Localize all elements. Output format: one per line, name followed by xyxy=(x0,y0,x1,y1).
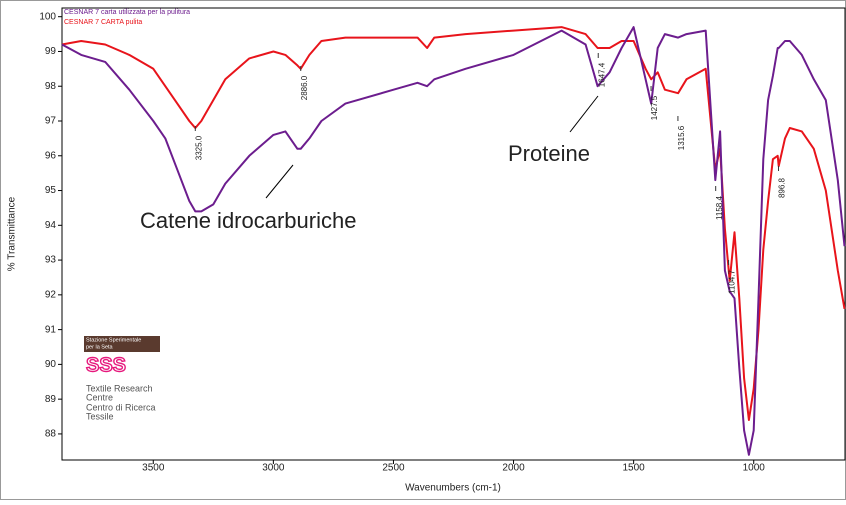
y-tick-label: 89 xyxy=(45,394,57,405)
legend-entry: CESNAR 7 carta utilizzata per la pulitur… xyxy=(64,9,190,16)
y-tick-label: 99 xyxy=(45,46,57,57)
peak-label: 1647.4 xyxy=(597,62,606,87)
y-tick-label: 93 xyxy=(45,255,57,266)
series-line xyxy=(61,26,846,421)
y-tick-label: 96 xyxy=(45,150,57,161)
x-tick-label: 1500 xyxy=(623,463,646,474)
annotation: Proteine xyxy=(508,141,590,166)
x-axis-title: Wavenumbers (cm-1) xyxy=(405,483,501,494)
logo-box-text: per la Seta xyxy=(86,344,114,350)
logo-text: Centre xyxy=(86,392,113,402)
peak-label: 1158.4 xyxy=(715,196,724,220)
x-tick-label: 1000 xyxy=(743,463,766,474)
legend-entry: CESNAR 7 CARTA pulita xyxy=(64,19,142,26)
y-tick-label: 97 xyxy=(45,116,57,127)
x-tick-label: 3000 xyxy=(262,463,285,474)
y-tick-label: 90 xyxy=(45,359,57,370)
y-tick-label: 91 xyxy=(45,324,57,335)
logo-text: Textile Research xyxy=(86,383,153,393)
y-tick-label: 95 xyxy=(45,185,57,196)
y-tick-label: 98 xyxy=(45,81,57,92)
peak-label: 1104.7 xyxy=(728,270,737,294)
x-tick-label: 2000 xyxy=(502,463,525,474)
logo-box xyxy=(84,336,160,352)
annotation-arrow xyxy=(265,164,294,199)
y-tick-label: 92 xyxy=(45,289,57,300)
peak-label: 1315.6 xyxy=(677,125,686,150)
logo-box-text: Stazione Sperimentale xyxy=(86,337,141,343)
peak-label: 3325.0 xyxy=(194,135,203,160)
logo-text: Centro di Ricerca xyxy=(86,402,156,412)
annotation-arrow xyxy=(569,95,599,133)
plot-area xyxy=(61,7,846,461)
logo-text: Tessile xyxy=(86,411,114,421)
peak-label: 1427.5 xyxy=(650,95,659,120)
y-tick-label: 100 xyxy=(39,11,56,22)
x-tick-label: 2500 xyxy=(382,463,405,474)
series-line xyxy=(61,26,846,456)
y-axis-title: % Transmittance xyxy=(7,196,18,271)
logo: Stazione Sperimentale per la Seta SSS Te… xyxy=(84,336,160,421)
logo-mark: SSS xyxy=(86,354,126,376)
peak-label: 2886.0 xyxy=(300,75,309,100)
annotation: Catene idrocarburiche xyxy=(140,208,356,233)
peak-label: 896.8 xyxy=(778,177,787,198)
y-tick-label: 94 xyxy=(45,220,57,231)
x-tick-label: 3500 xyxy=(142,463,165,474)
y-tick-label: 88 xyxy=(45,429,57,440)
